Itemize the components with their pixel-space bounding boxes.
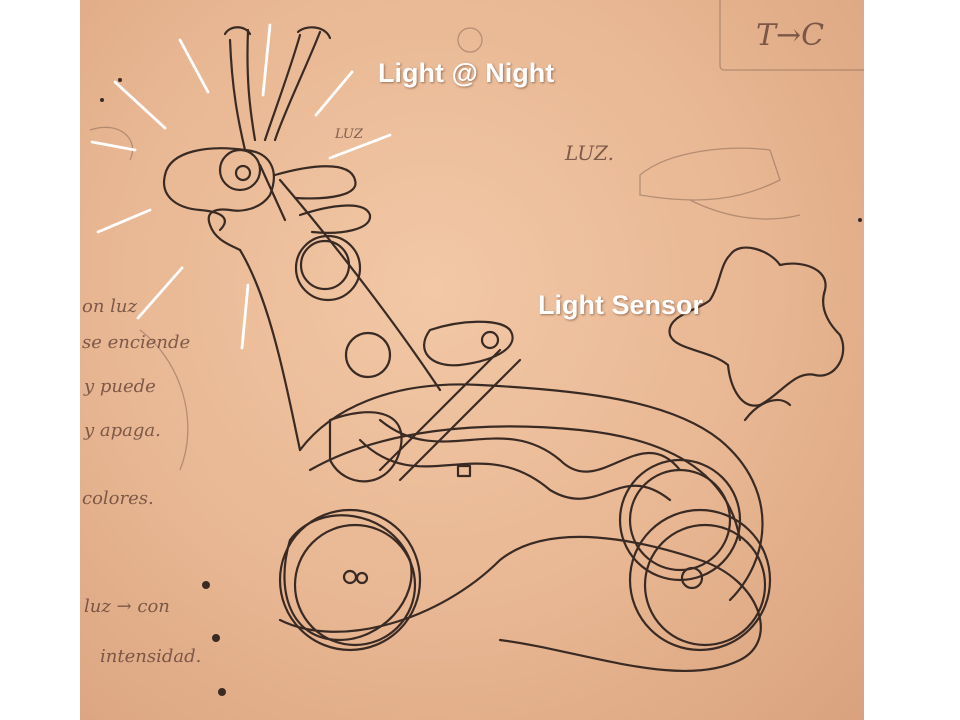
note-bottom-1: luz → con (84, 596, 170, 617)
sketch-notes: T→C LUZ LUZ. on luz se enciende y puede … (82, 18, 824, 667)
note-luz-large: LUZ. (564, 141, 614, 165)
sketch-photo: T→C LUZ LUZ. on luz se enciende y puede … (80, 0, 864, 720)
note-left-1: on luz (82, 296, 138, 317)
note-left-3: y puede (83, 376, 156, 397)
note-bottom-2: intensidad. (100, 646, 201, 667)
light-at-night-label: Light @ Night (378, 58, 555, 88)
note-left-5: colores. (82, 488, 154, 509)
light-rays (90, 23, 392, 350)
note-top-right: T→C (756, 18, 824, 53)
note-luz-small: LUZ (334, 127, 364, 142)
note-left-4: y apaga. (83, 420, 161, 441)
giraffe-sketch: T→C LUZ LUZ. on luz se enciende y puede … (82, 0, 864, 696)
light-sensor-label: Light Sensor (538, 290, 704, 320)
note-left-2: se enciende (82, 332, 190, 353)
giraffe-drawing (162, 26, 845, 673)
faint-background-marks (89, 0, 864, 471)
pencil-dots (100, 78, 862, 696)
